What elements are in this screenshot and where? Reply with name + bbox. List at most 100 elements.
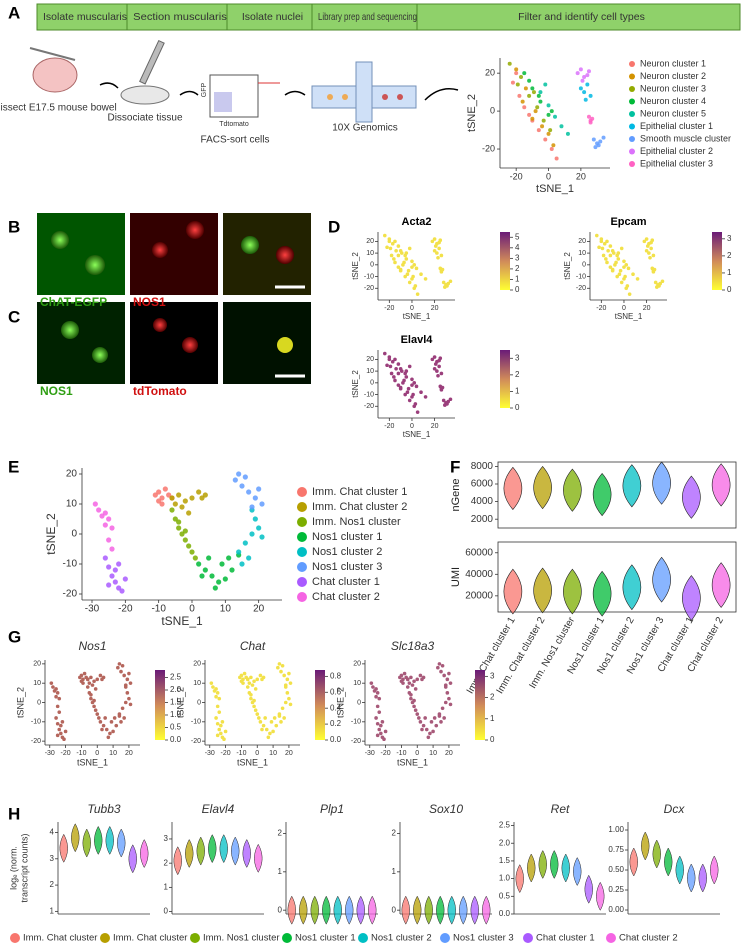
- point: [549, 147, 554, 152]
- point: [120, 706, 125, 711]
- point: [413, 402, 418, 406]
- point: [439, 270, 444, 274]
- point: [98, 673, 103, 678]
- colorbar-label: 0: [490, 735, 495, 744]
- point: [624, 263, 629, 267]
- point: [536, 93, 541, 98]
- point: [625, 284, 630, 288]
- point: [651, 270, 656, 274]
- point: [389, 371, 394, 376]
- point: [249, 696, 253, 701]
- y-tick-label: 2000: [471, 514, 494, 525]
- point: [209, 681, 214, 685]
- y-axis-title: tSNE_2: [175, 687, 185, 718]
- point: [440, 663, 445, 668]
- point: [280, 706, 285, 711]
- point: [582, 90, 587, 95]
- colorbar-label: 0: [515, 403, 520, 412]
- point: [119, 588, 125, 594]
- point: [109, 525, 115, 531]
- point: [596, 143, 601, 148]
- point: [631, 272, 635, 277]
- x-tick-label: -10: [76, 750, 86, 757]
- point: [232, 477, 238, 483]
- point: [405, 685, 410, 689]
- point: [551, 143, 556, 148]
- point: [55, 704, 60, 709]
- colorbar-label: 2: [490, 693, 495, 702]
- y-axis-title: tSNE_2: [351, 370, 360, 398]
- point: [186, 543, 192, 549]
- y-tick-label: 20: [485, 68, 495, 78]
- y-tick-label: 0: [370, 262, 374, 269]
- point: [287, 671, 291, 676]
- point: [617, 272, 622, 277]
- x-tick-label: 10: [429, 750, 437, 757]
- point: [152, 492, 158, 498]
- y-tick-label: 10: [366, 250, 374, 257]
- point: [288, 702, 293, 707]
- point: [268, 731, 272, 736]
- y-tick-label: 3: [50, 854, 55, 863]
- panel-label: G: [8, 627, 21, 646]
- point: [252, 704, 256, 709]
- violin: [356, 895, 365, 925]
- y-axis-title: logₑ (norm.: [8, 846, 18, 890]
- point: [405, 390, 410, 395]
- point: [410, 683, 415, 687]
- point: [222, 576, 228, 582]
- legend-label: Imm. Nos1 cluster: [312, 516, 401, 528]
- legend-swatch: [297, 547, 307, 557]
- x-tick-label: 10: [269, 750, 277, 757]
- colorbar-label: 0.4: [330, 703, 342, 712]
- plot-title: Dcx: [664, 802, 686, 816]
- y-tick-label: 20: [193, 661, 201, 668]
- point: [272, 716, 277, 720]
- point: [239, 673, 244, 678]
- y-tick-label: 20: [66, 469, 78, 480]
- point: [382, 351, 387, 356]
- point: [430, 357, 435, 362]
- point: [252, 495, 258, 501]
- point: [437, 712, 442, 716]
- violin: [254, 843, 263, 873]
- point: [246, 555, 252, 561]
- point: [549, 109, 554, 114]
- legend-label: Neuron cluster 4: [640, 96, 706, 106]
- point: [106, 516, 112, 522]
- point: [93, 708, 98, 713]
- violin: [641, 831, 650, 861]
- colorbar: [475, 670, 485, 740]
- point: [533, 109, 538, 114]
- legend-label: Chat cluster 1: [312, 576, 380, 588]
- x-tick-label: 20: [253, 604, 265, 615]
- point: [404, 257, 409, 261]
- y-tick-label: 0: [370, 380, 374, 387]
- point: [429, 720, 434, 724]
- point: [645, 244, 650, 248]
- colorbar-label: 3: [490, 671, 495, 680]
- point: [206, 555, 212, 561]
- colorbar-label: 0.6: [330, 687, 342, 696]
- violin: [208, 834, 217, 864]
- illustrations: [29, 39, 459, 123]
- violin: [592, 570, 612, 617]
- point: [432, 248, 437, 253]
- point: [241, 681, 245, 685]
- stain-label: NOS1: [40, 384, 73, 398]
- point: [106, 537, 112, 543]
- point: [531, 90, 536, 95]
- point: [93, 687, 98, 691]
- point: [106, 582, 112, 588]
- legend-label: Neuron cluster 1: [640, 58, 706, 68]
- point: [396, 362, 401, 366]
- point: [95, 712, 100, 716]
- point: [159, 495, 165, 501]
- legend-label: Nos1 cluster 1: [295, 933, 356, 944]
- legend-swatch: [629, 61, 635, 67]
- point: [405, 272, 410, 277]
- legend-label: Nos1 cluster 2: [371, 933, 432, 944]
- illustration-label: FACS-sort cells: [201, 135, 270, 146]
- x-tick-label: 0: [546, 171, 551, 181]
- point: [432, 366, 437, 371]
